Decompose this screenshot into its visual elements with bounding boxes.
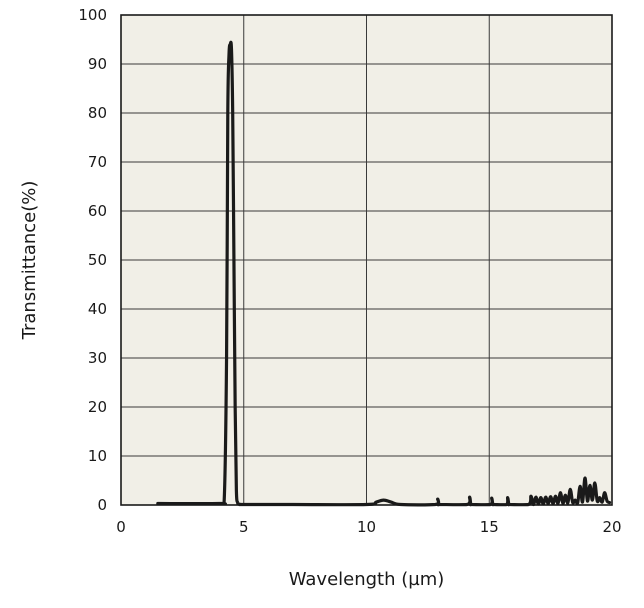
y-tick-label: 30 [88,349,107,367]
x-tick-label: 0 [116,518,126,536]
x-tick-label: 5 [239,518,249,536]
y-tick-label: 80 [88,104,107,122]
y-tick-label: 10 [88,447,107,465]
y-tick-label: 60 [88,202,107,220]
x-tick-labels: 0 5 10 15 20 [116,518,621,536]
y-tick-label: 40 [88,300,107,318]
y-tick-label: 70 [88,153,107,171]
y-tick-label: 0 [97,496,107,514]
y-axis-title: Transmittance(%) [19,181,40,341]
y-tick-label: 100 [78,6,107,24]
y-tick-label: 20 [88,398,107,416]
y-tick-label: 90 [88,55,107,73]
y-tick-labels: 0 10 20 30 40 50 60 70 80 90 100 [78,6,107,514]
x-tick-label: 20 [602,518,621,536]
x-tick-label: 15 [480,518,499,536]
x-axis-title: Wavelength (µm) [289,569,445,590]
y-tick-label: 50 [88,251,107,269]
x-tick-label: 10 [357,518,376,536]
